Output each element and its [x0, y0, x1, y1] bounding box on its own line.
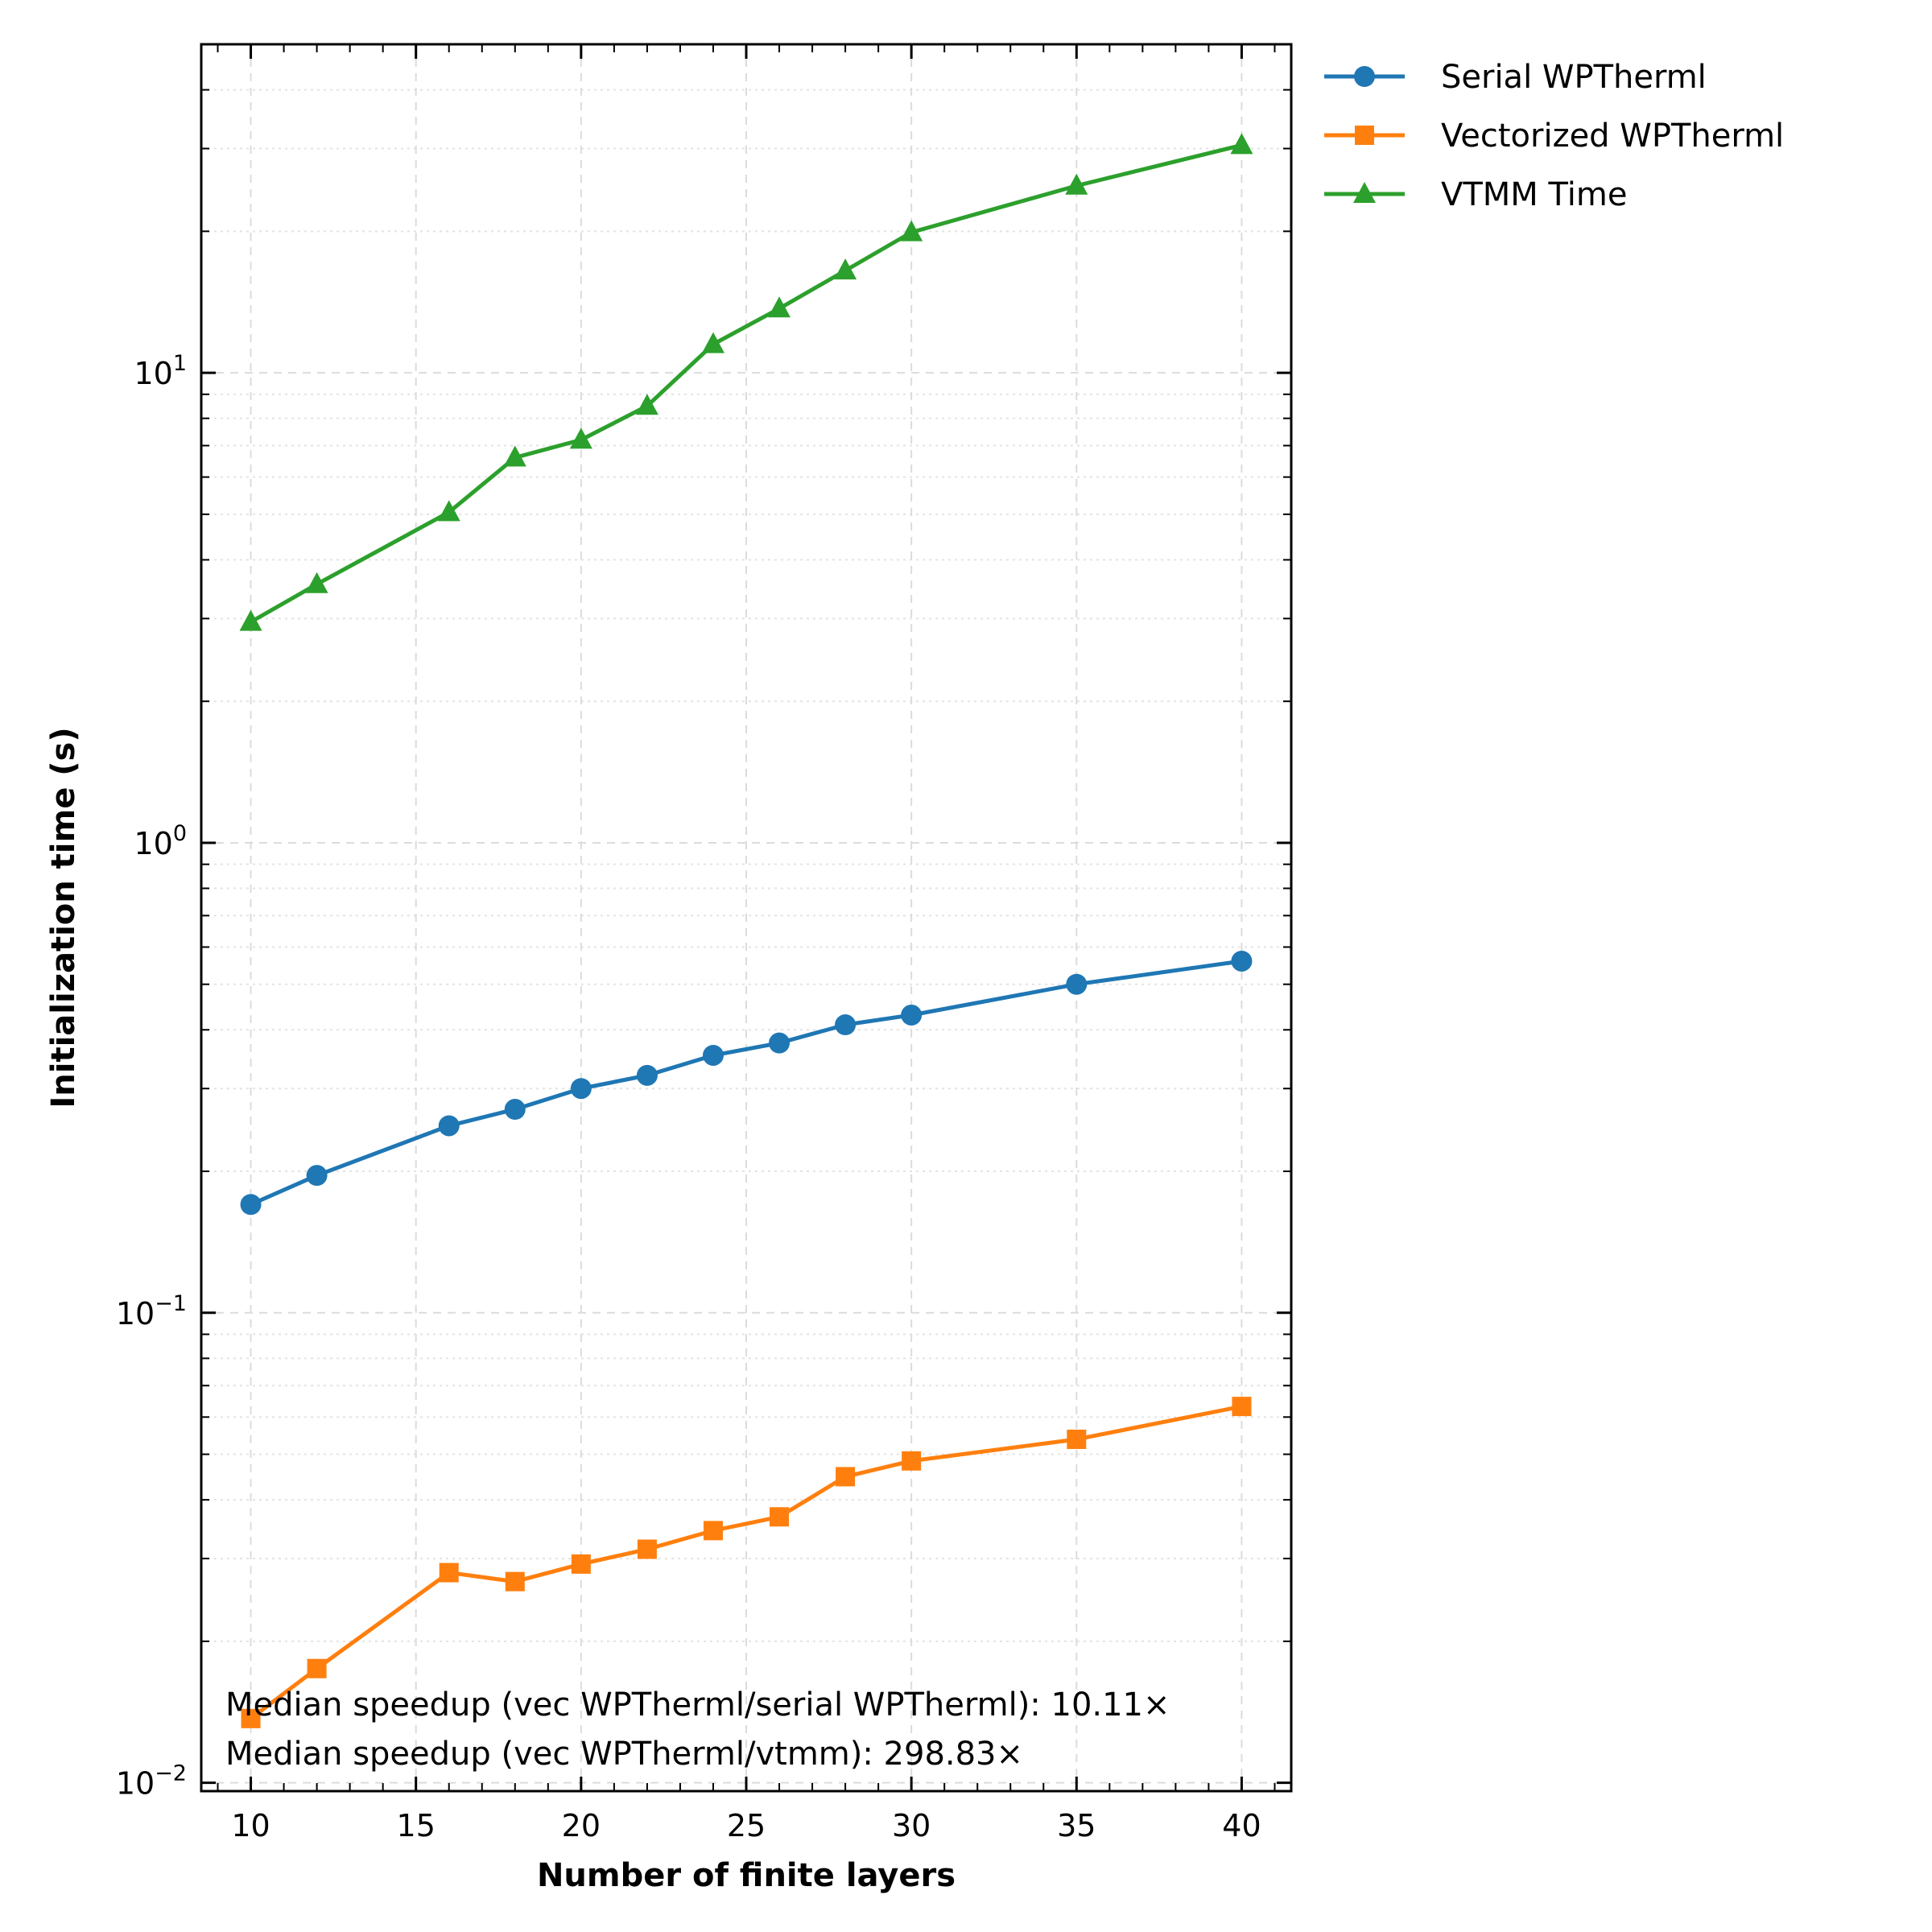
series-vtmm: [239, 133, 1253, 631]
data-point-vtmm: [1230, 133, 1253, 155]
data-point-vtmm: [569, 427, 592, 449]
series-line-vtmm: [250, 142, 1243, 624]
legend-marker-vtmm: [1353, 182, 1376, 203]
data-point-vtmm: [701, 332, 724, 353]
legend-label-vectorized: Vectorized WPTherml: [1441, 118, 1784, 155]
data-point-serial: [636, 1064, 658, 1086]
data-point-vectorized: [1232, 1397, 1252, 1417]
series-lines: [239, 133, 1253, 1728]
x-tick-label: 10: [231, 1808, 270, 1843]
data-point-vectorized: [770, 1507, 790, 1527]
data-point-vectorized: [902, 1451, 922, 1471]
series-line-serial: [250, 959, 1242, 1207]
series-serial: [240, 950, 1253, 1216]
data-point-vectorized: [241, 1708, 261, 1728]
y-tick-label: 10−2: [116, 1761, 187, 1802]
data-point-serial: [306, 1165, 328, 1187]
legend-marker-serial: [1354, 66, 1375, 87]
y-tick-label: 101: [134, 351, 187, 391]
y-axis-title: Initialization time (s): [45, 727, 82, 1108]
legend: Serial WPTherml Vectorized WPTherml VTMM…: [1324, 59, 1784, 213]
ticks: [201, 43, 1291, 1791]
x-axis-title: Number of finite layers: [537, 1857, 956, 1894]
x-tick-label: 40: [1222, 1808, 1261, 1843]
grid: [201, 43, 1291, 1791]
data-point-vtmm: [635, 394, 658, 415]
legend-entry-vectorized: Vectorized WPTherml: [1324, 118, 1784, 155]
data-point-serial: [504, 1099, 526, 1121]
legend-marker-vectorized: [1355, 126, 1374, 145]
data-point-serial: [438, 1115, 460, 1137]
x-tick-label: 35: [1057, 1808, 1096, 1843]
annotation-speedup-serial: Median speedup (vec WPTherml/serial WPTh…: [225, 1686, 1170, 1724]
data-point-vtmm: [1065, 173, 1088, 195]
plot-frame: [200, 43, 1293, 1793]
x-tick-label: 25: [727, 1808, 766, 1843]
legend-label-vtmm: VTMM Time: [1441, 176, 1627, 213]
data-point-vectorized: [505, 1571, 525, 1591]
data-point-serial: [901, 1004, 923, 1026]
data-point-vtmm: [900, 220, 923, 242]
data-point-vectorized: [836, 1467, 856, 1487]
legend-entry-vtmm: VTMM Time: [1324, 176, 1627, 213]
series-vectorized: [241, 1397, 1252, 1728]
data-point-vectorized: [637, 1539, 657, 1559]
data-point-vtmm: [239, 609, 262, 631]
data-point-serial: [1066, 973, 1088, 995]
y-tick-label: 10−1: [116, 1291, 187, 1331]
data-point-vtmm: [437, 500, 460, 522]
data-point-vectorized: [571, 1554, 591, 1574]
data-point-vectorized: [307, 1658, 327, 1678]
data-point-serial: [240, 1194, 262, 1216]
annotation-speedup-vtmm: Median speedup (vec WPTherml/vtmm): 298.…: [225, 1736, 1023, 1773]
data-point-serial: [835, 1014, 857, 1036]
data-point-serial: [570, 1078, 592, 1100]
data-point-vectorized: [703, 1521, 723, 1541]
data-point-serial: [1231, 950, 1253, 972]
data-point-vectorized: [439, 1563, 459, 1583]
y-tick-label: 100: [134, 821, 187, 861]
data-point-vectorized: [1067, 1429, 1087, 1449]
x-tick-label: 30: [892, 1808, 931, 1843]
series-line-vectorized: [250, 1404, 1242, 1720]
data-point-vtmm: [768, 296, 791, 318]
x-tick-label: 15: [397, 1808, 436, 1843]
data-point-vtmm: [834, 258, 857, 280]
data-point-vtmm: [503, 445, 526, 467]
data-point-serial: [769, 1032, 791, 1054]
data-point-vtmm: [305, 572, 328, 593]
legend-label-serial: Serial WPTherml: [1441, 59, 1707, 96]
data-point-serial: [702, 1044, 724, 1066]
legend-entry-serial: Serial WPTherml: [1324, 59, 1707, 96]
x-tick-label: 20: [562, 1808, 601, 1843]
tick-labels: 10 15 20 25 30 35 40 10−2 10−1 100 101: [116, 351, 1261, 1843]
annotations: Median speedup (vec WPTherml/serial WPTh…: [225, 1686, 1170, 1773]
